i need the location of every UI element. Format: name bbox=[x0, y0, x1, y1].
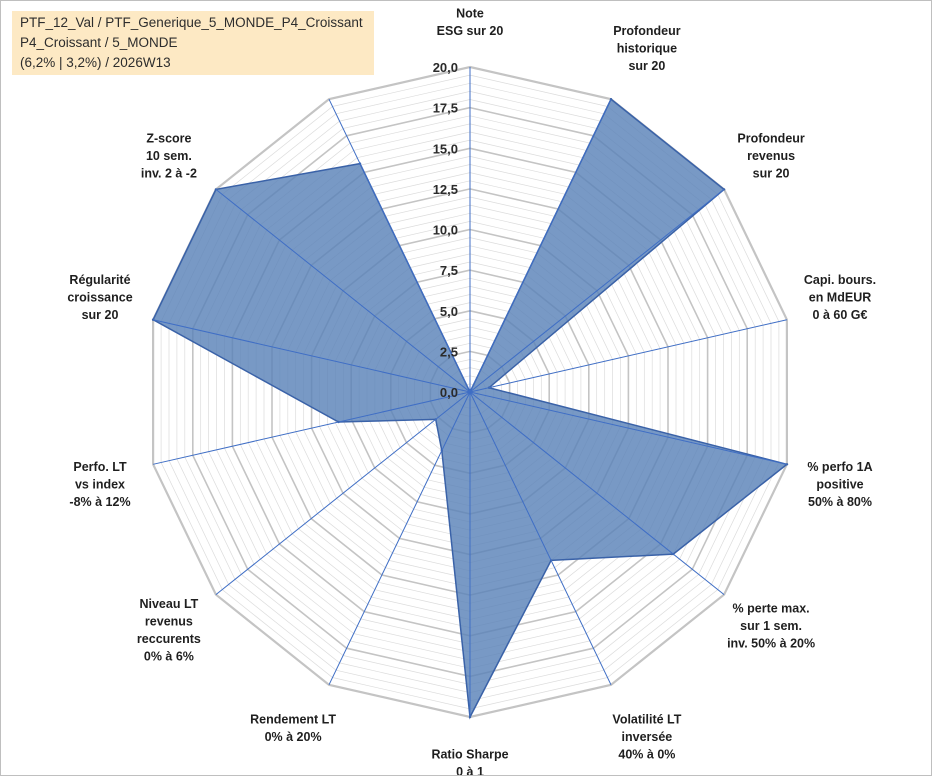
axis-spoke bbox=[215, 189, 471, 393]
axis-label: Profondeur bbox=[737, 131, 804, 145]
tick-label: 2,5 bbox=[440, 344, 458, 359]
tick-label: 20,0 bbox=[433, 60, 458, 75]
axis-spoke bbox=[469, 391, 725, 595]
axis-label: Z-score bbox=[146, 131, 191, 145]
axis-label: reccurents bbox=[137, 632, 201, 646]
axis-label: sur 20 bbox=[82, 308, 119, 322]
tick-label: 0,0 bbox=[440, 385, 458, 400]
axis-label: 0 à 1 bbox=[456, 765, 484, 775]
tick-label: 15,0 bbox=[433, 141, 458, 156]
axis-label: sur 1 sem. bbox=[740, 619, 802, 633]
axis-label: positive bbox=[816, 477, 863, 491]
axis-label: ESG sur 20 bbox=[437, 24, 504, 38]
axis-label: 0% à 20% bbox=[265, 730, 322, 744]
axis-label: revenus bbox=[145, 615, 193, 629]
axis-label: 50% à 80% bbox=[808, 495, 872, 509]
radar-spokes bbox=[152, 67, 788, 717]
axis-label: Rendement LT bbox=[250, 713, 336, 727]
tick-label: 10,0 bbox=[433, 223, 458, 238]
axis-label: Volatilité LT bbox=[612, 713, 681, 727]
axis-spoke bbox=[469, 391, 612, 686]
axis-label: Ratio Sharpe bbox=[431, 748, 508, 762]
axis-label: en MdEUR bbox=[809, 290, 872, 304]
axis-spoke bbox=[328, 98, 471, 393]
axis-label: % perte max. bbox=[733, 602, 810, 616]
radar-tick-labels: 0,0 2,5 5,0 7,5 10,0 12,5 15,0 17,5 20,0 bbox=[433, 60, 458, 400]
axis-label: Profondeur bbox=[613, 24, 680, 38]
axis-label: 10 sem. bbox=[146, 149, 192, 163]
axis-label: revenus bbox=[747, 149, 795, 163]
axis-label: Niveau LT bbox=[139, 597, 198, 611]
axis-spoke bbox=[152, 391, 471, 465]
axis-label: sur 20 bbox=[628, 59, 665, 73]
axis-label: 40% à 0% bbox=[618, 748, 675, 762]
chart-title-line-3: (6,2% | 3,2%) / 2026W13 bbox=[20, 55, 171, 70]
axis-label: vs index bbox=[75, 477, 125, 491]
axis-label: inversée bbox=[622, 730, 673, 744]
axis-label: Régularité bbox=[69, 273, 130, 287]
axis-label: historique bbox=[617, 42, 677, 56]
axis-label: croissance bbox=[67, 290, 132, 304]
tick-label: 17,5 bbox=[433, 101, 458, 116]
axis-spoke bbox=[469, 391, 788, 465]
tick-label: 7,5 bbox=[440, 263, 458, 278]
chart-title-box: PTF_12_Val / PTF_Generique_5_MONDE_P4_Cr… bbox=[12, 11, 374, 75]
axis-label: inv. 2 à -2 bbox=[141, 166, 197, 180]
axis-label: 0% à 6% bbox=[144, 650, 194, 664]
tick-label: 5,0 bbox=[440, 304, 458, 319]
axis-label: 0 à 60 G€ bbox=[813, 308, 868, 322]
axis-spoke bbox=[469, 98, 612, 393]
axis-label: Capi. bours. bbox=[804, 273, 876, 287]
axis-spoke bbox=[469, 189, 725, 393]
tick-label: 12,5 bbox=[433, 182, 458, 197]
axis-spoke bbox=[152, 319, 471, 393]
radar-axis-labels: Note ESG sur 20 Profondeur historique sur 20… bbox=[67, 7, 876, 776]
axis-spoke bbox=[215, 391, 471, 595]
axis-spoke bbox=[469, 319, 788, 393]
axis-label: Note bbox=[456, 7, 484, 21]
chart-title-line-1: PTF_12_Val / PTF_Generique_5_MONDE_P4_Cr… bbox=[20, 15, 363, 30]
axis-label: % perfo 1A bbox=[807, 460, 872, 474]
chart-title-line-2: P4_Croissant / 5_MONDE bbox=[20, 35, 178, 50]
axis-label: -8% à 12% bbox=[69, 495, 130, 509]
axis-label: inv. 50% à 20% bbox=[727, 637, 815, 651]
axis-label: sur 20 bbox=[753, 166, 790, 180]
axis-spoke bbox=[328, 391, 471, 686]
axis-label: Perfo. LT bbox=[73, 460, 127, 474]
